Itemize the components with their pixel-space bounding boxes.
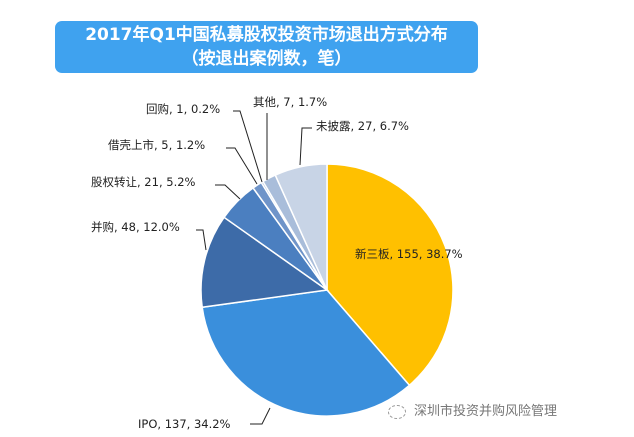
chart-title-box: 2017年Q1中国私募股权投资市场退出方式分布 （按退出案例数，笔）: [55, 21, 478, 73]
data-label-0: 新三板, 155, 38.7%: [355, 247, 463, 261]
leader-line-7: [299, 127, 312, 166]
leader-line-1: [250, 407, 271, 425]
pie-slice-7: [274, 163, 328, 291]
leader-line-4: [226, 147, 258, 185]
data-label-3: 股权转让, 21, 5.2%: [91, 175, 196, 189]
watermark-text: 深圳市投资并购风险管理: [414, 404, 558, 419]
watermark: 深圳市投资并购风险管理: [388, 400, 557, 419]
data-label-5: 回购, 1, 0.2%: [146, 102, 220, 116]
leader-line-5: [233, 110, 263, 183]
wechat-icon: [388, 404, 406, 419]
data-label-4: 借壳上市, 5, 1.2%: [108, 138, 205, 152]
leader-line-3: [215, 184, 241, 200]
leader-line-2: [196, 229, 207, 251]
pie-slice-0: [326, 163, 454, 387]
pie-slice-1: [201, 289, 411, 417]
chart-title: 2017年Q1中国私募股权投资市场退出方式分布: [85, 25, 448, 45]
pie-slice-2: [200, 216, 329, 309]
chart-subtitle: （按退出案例数，笔）: [181, 49, 352, 69]
data-label-7: 未披露, 27, 6.7%: [316, 119, 409, 133]
data-label-2: 并购, 48, 12.0%: [91, 220, 180, 234]
data-label-6: 其他, 7, 1.7%: [253, 95, 327, 109]
data-label-1: IPO, 137, 34.2%: [138, 417, 231, 431]
